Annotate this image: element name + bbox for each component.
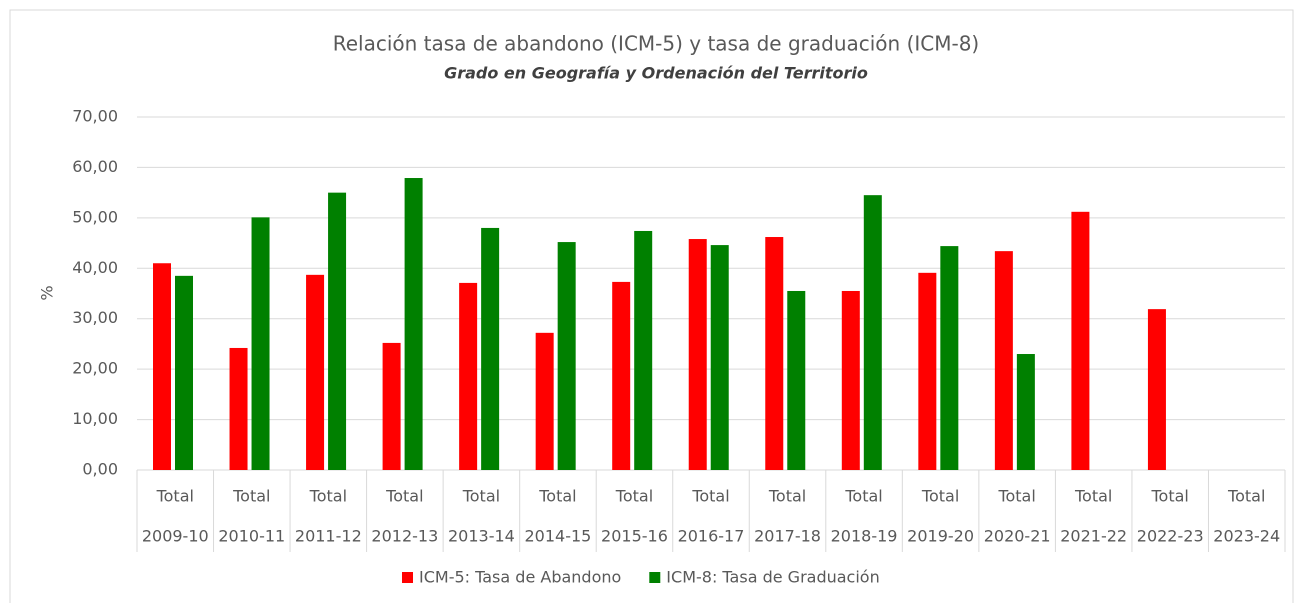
x-group-label: 2014-15 [525,527,592,546]
y-tick-label: 70,00 [72,107,118,126]
legend-label: ICM-8: Tasa de Graduación [666,568,879,587]
bar [612,281,631,470]
bar [765,237,784,470]
bar [175,275,193,470]
x-group-label: 2020-21 [984,527,1051,546]
x-group-label: 2022-23 [1137,527,1204,546]
x-group-label: 2015-16 [601,527,668,546]
bar [634,230,653,470]
x-tick-label: Total [1151,487,1189,506]
y-tick-label: 50,00 [72,207,118,226]
x-group-label: 2017-18 [754,527,821,546]
bar [841,290,860,470]
x-tick-label: Total [768,487,806,506]
x-group-label: 2011-12 [295,527,362,546]
bar [940,246,959,470]
chart-title: Relación tasa de abandono (ICM-5) y tasa… [333,32,980,56]
bar [481,227,500,470]
y-tick-label: 20,00 [72,359,118,378]
bar [1016,354,1035,470]
bar [787,290,806,470]
bar [535,332,554,470]
x-tick-label: Total [309,487,347,506]
bar [994,251,1013,470]
x-tick-label: Total [615,487,653,506]
legend-label: ICM-5: Tasa de Abandono [419,568,621,587]
bar [918,272,937,470]
x-tick-label: Total [462,487,500,506]
x-group-label: 2018-19 [831,527,898,546]
x-group-label: 2016-17 [678,527,745,546]
x-group-label: 2013-14 [448,527,515,546]
bar [557,242,576,470]
bar [1071,211,1090,470]
y-axis-label: % [38,285,57,300]
x-tick-label: Total [1227,487,1265,506]
bar [382,342,401,470]
x-group-label: 2021-22 [1060,527,1127,546]
x-tick-label: Total [1074,487,1112,506]
chart-subtitle: Grado en Geografía y Ordenación del Terr… [444,64,868,83]
y-tick-label: 40,00 [72,258,118,277]
y-tick-label: 0,00 [82,460,118,479]
y-tick-label: 30,00 [72,308,118,327]
y-tick-label: 10,00 [72,409,118,428]
x-group-label: 2009-10 [142,527,209,546]
x-tick-label: Total [156,487,194,506]
bar [863,195,882,470]
bar [306,274,325,470]
x-tick-label: Total [232,487,270,506]
x-tick-label: Total [538,487,576,506]
x-tick-label: Total [997,487,1035,506]
x-tick-label: Total [691,487,729,506]
x-group-label: 2019-20 [907,527,974,546]
x-tick-label: Total [844,487,882,506]
legend-swatch [649,572,661,583]
bar [229,347,248,470]
x-group-label: 2023-24 [1213,527,1280,546]
x-group-label: 2010-11 [218,527,285,546]
x-tick-label: Total [385,487,423,506]
bar [710,245,729,470]
bar [404,178,423,471]
bar [1147,309,1166,470]
bar [328,192,347,470]
bar [688,239,707,470]
x-group-label: 2012-13 [371,527,438,546]
x-tick-label: Total [921,487,959,506]
legend-swatch [402,572,413,583]
bar [251,217,270,470]
y-tick-label: 60,00 [72,157,118,176]
bar [459,282,478,470]
bar [153,263,171,470]
